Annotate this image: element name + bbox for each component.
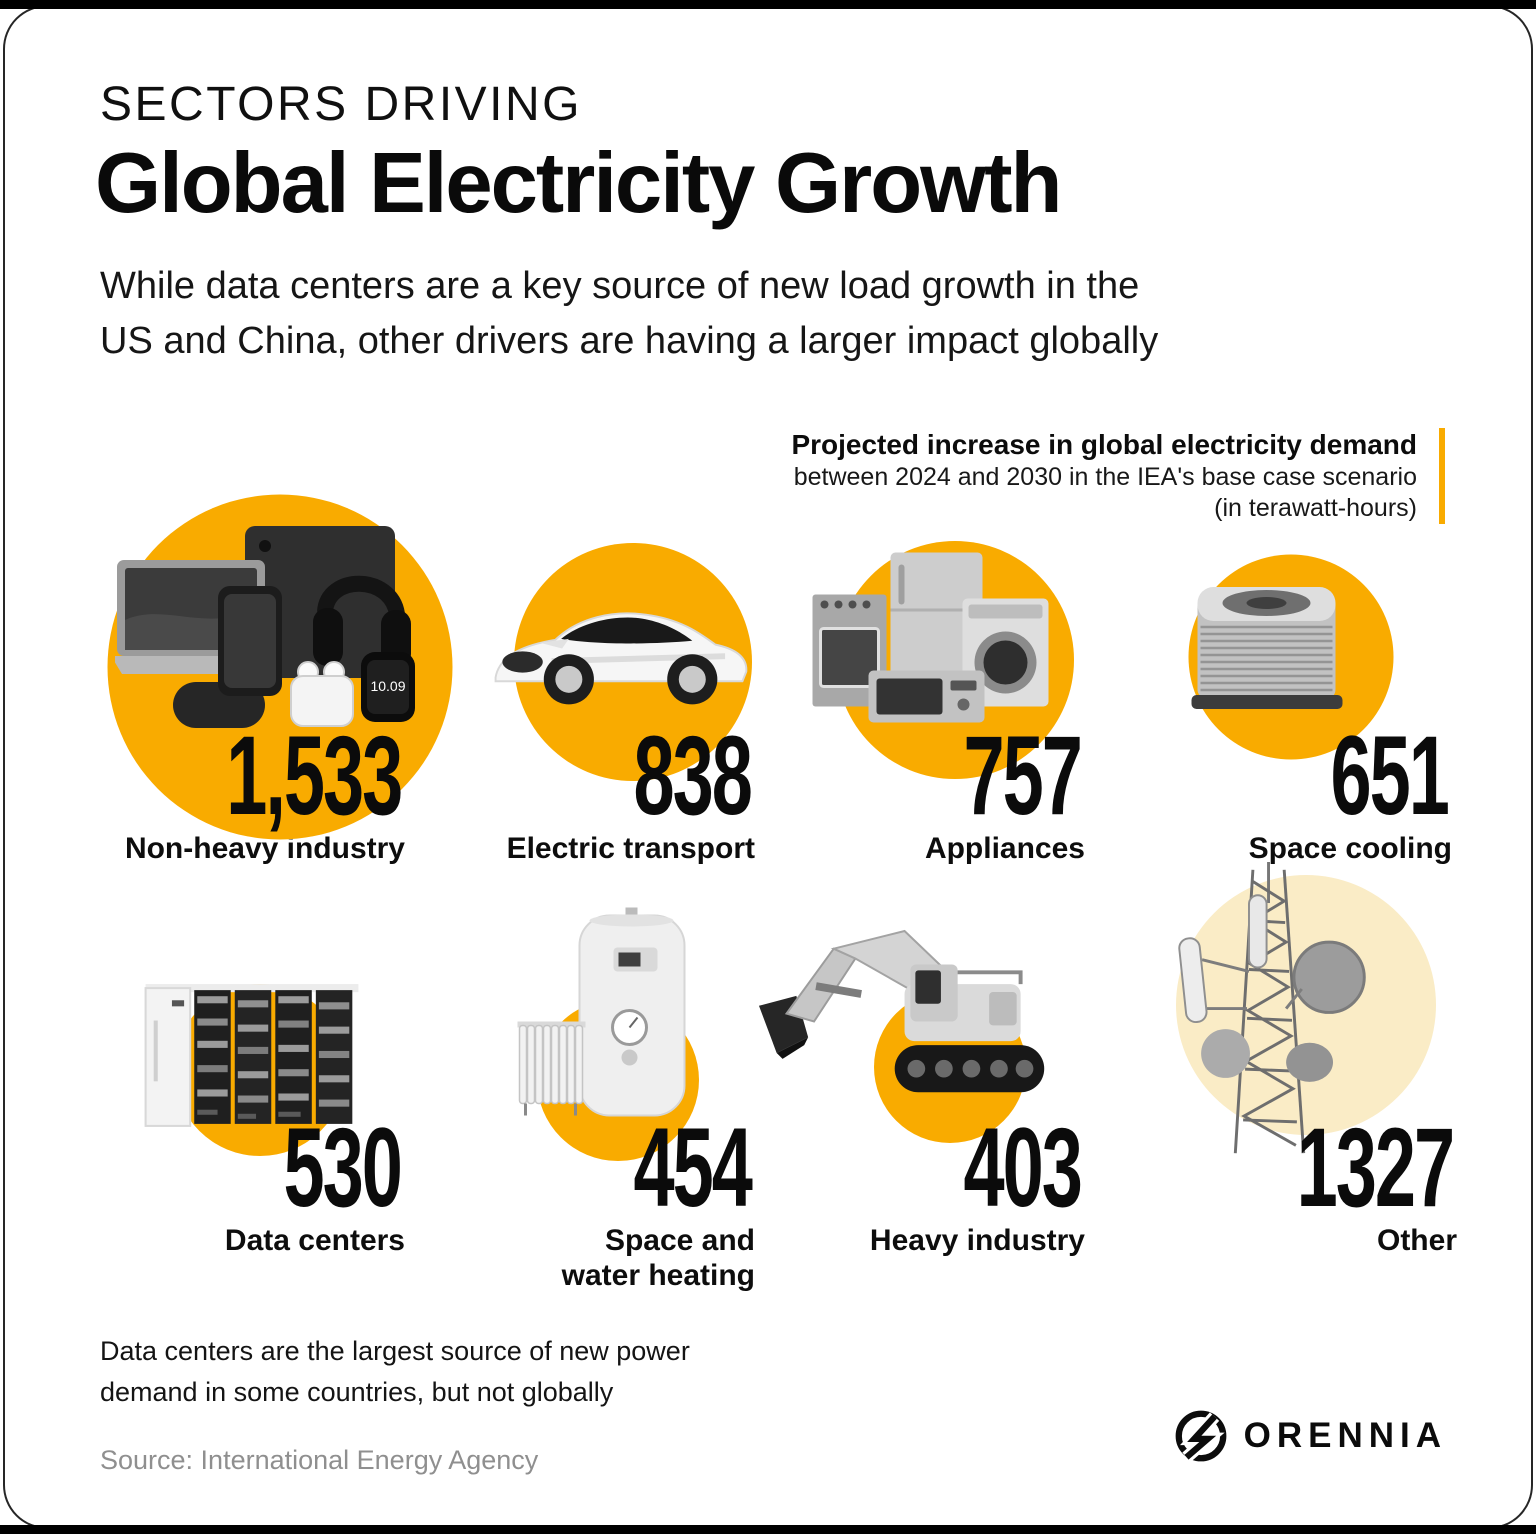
air-conditioner-icon <box>1191 587 1343 709</box>
server-racks-icon <box>144 984 358 1127</box>
sector-value: 530 <box>283 1105 403 1230</box>
top-frame-edge <box>0 0 1536 9</box>
subtitle: While data centers are a key source of n… <box>100 259 1158 369</box>
electric-car-icon <box>494 612 748 705</box>
sector-value: 651 <box>1330 713 1450 838</box>
brand-name: ORENNIA <box>1243 1416 1447 1455</box>
chart-callout: Projected increase in global electricity… <box>791 428 1445 524</box>
infographic-card: SECTORS DRIVING Global Electricity Growt… <box>3 5 1533 1529</box>
sector-appliances: 757 Appliances <box>765 477 1085 866</box>
sector-label: Electric transport <box>506 832 755 865</box>
orennia-ring-mark-icon <box>1175 1410 1226 1463</box>
sector-non-heavy-industry: 10.09 1,533 Non-heavy industry <box>90 477 452 866</box>
sector-electric-transport: 838 Electric transport <box>435 477 755 866</box>
footnote: Data centers are the largest source of n… <box>100 1331 690 1413</box>
callout-subheading: between 2024 and 2030 in the IEA's base … <box>793 463 1417 491</box>
sector-value: 454 <box>633 1105 753 1230</box>
source-credit: Source: International Energy Agency <box>100 1445 539 1475</box>
sector-value: 1327 <box>1296 1105 1455 1230</box>
subtitle-line-1: While data centers are a key source of n… <box>100 265 1140 307</box>
callout-unit: (in terawatt-hours) <box>1214 494 1417 522</box>
sector-label: Space and water heating <box>561 1224 755 1292</box>
kicker: SECTORS DRIVING <box>100 78 583 131</box>
sector-value: 1,533 <box>225 713 403 838</box>
sector-label: Data centers <box>224 1224 405 1257</box>
svg-text:10.09: 10.09 <box>370 678 405 694</box>
sector-other: 1327 Other <box>1135 862 1457 1258</box>
sector-label: Other <box>1376 1224 1457 1257</box>
subtitle-line-2: US and China, other drivers are having a… <box>100 320 1159 362</box>
sector-data-centers: 530 Data centers <box>90 887 405 1258</box>
sector-value: 757 <box>963 713 1083 838</box>
sector-space-cooling: 651 Space cooling <box>1130 477 1452 866</box>
excavator-icon <box>758 929 1045 1093</box>
sector-heavy-industry: 403 Heavy industry <box>758 887 1085 1258</box>
brand-logo: ORENNIA <box>1172 1407 1447 1465</box>
footnote-line-1: Data centers are the largest source of n… <box>100 1336 690 1366</box>
callout-heading: Projected increase in global electricity… <box>791 429 1417 460</box>
sector-label: Appliances <box>924 832 1085 865</box>
sector-value: 838 <box>633 713 753 838</box>
telecom-tower-icon <box>1178 862 1366 1154</box>
sector-label: Heavy industry <box>869 1224 1085 1257</box>
footnote-line-2: demand in some countries, but not global… <box>100 1377 614 1407</box>
page-title: Global Electricity Growth <box>95 136 1062 231</box>
consumer-electronics-icon: 10.09 <box>114 526 415 728</box>
sector-label: Space cooling <box>1248 832 1452 865</box>
sector-space-and-water-heating: 454 Space and water heating <box>435 887 755 1293</box>
home-appliances-icon <box>812 552 1049 723</box>
sector-value: 403 <box>963 1105 1083 1230</box>
bottom-frame-edge <box>0 1525 1536 1534</box>
water-heater-radiator-icon <box>517 907 686 1117</box>
